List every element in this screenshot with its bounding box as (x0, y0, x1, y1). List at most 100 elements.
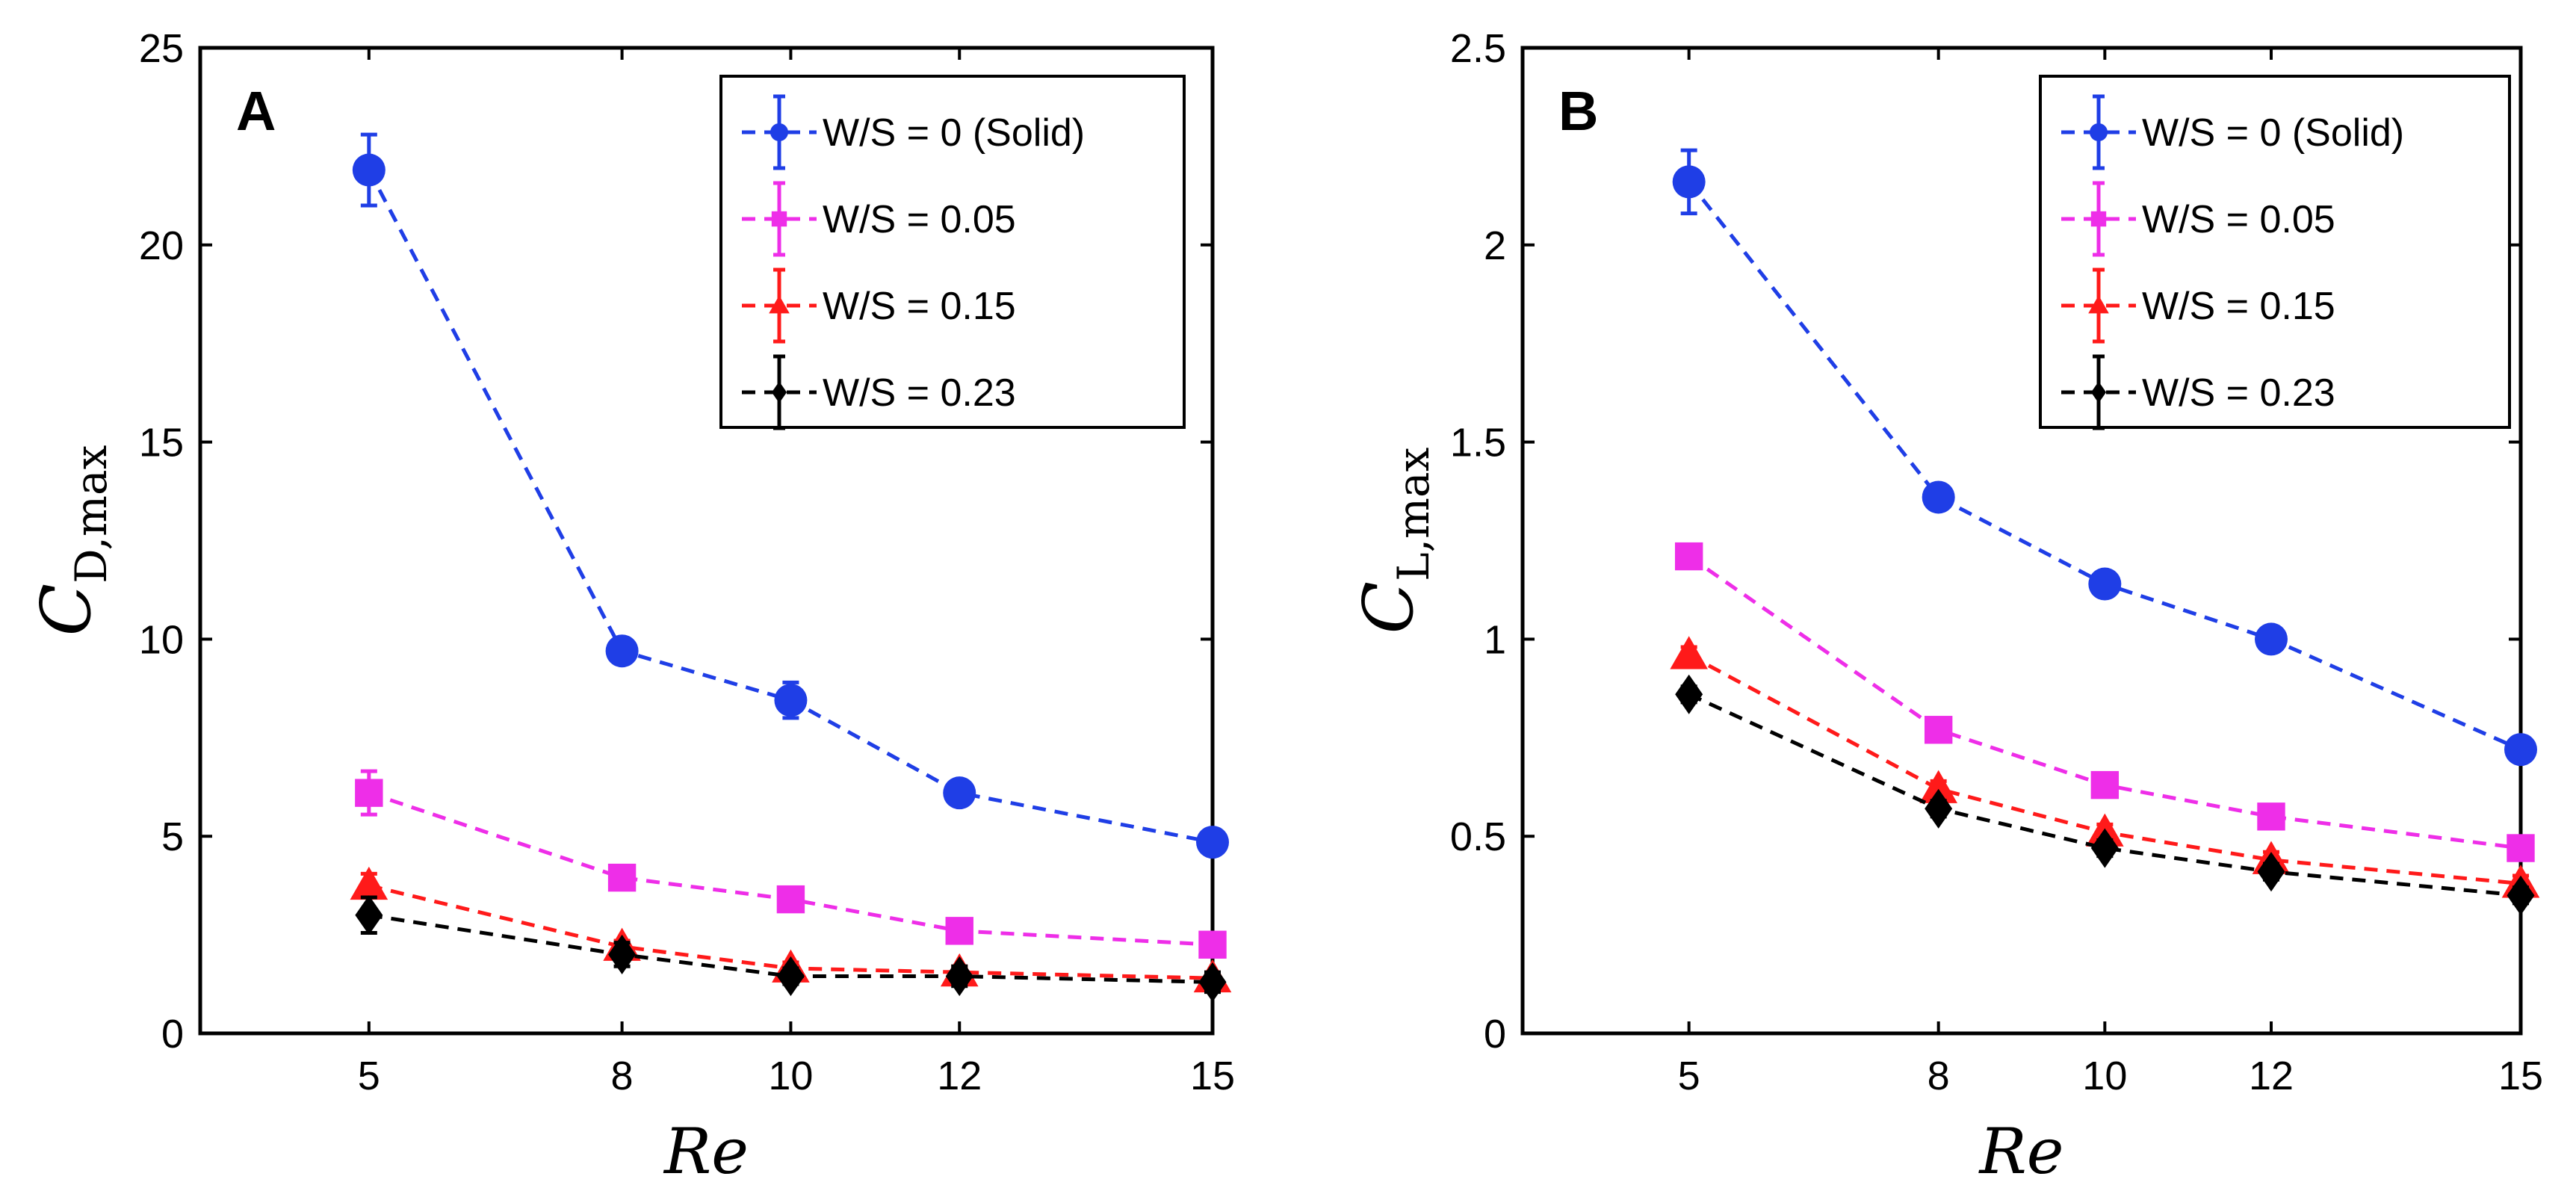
legend-label: W/S = 0.05 (2142, 198, 2335, 241)
series-3 (1675, 674, 2535, 915)
y-axis-title-subscript: D,max (66, 445, 117, 584)
legend-label: W/S = 0.15 (823, 285, 1016, 328)
chart-panel-b: 0 0.5 1 1.5 2 2.5 5 8 10 12 15 Re CL,max B W/S = 0 (So… (1349, 26, 2543, 1188)
data-point-3 (2257, 852, 2285, 892)
data-point-3 (355, 895, 383, 935)
x-tick-label: 15 (1190, 1054, 1235, 1098)
y-tick-label: 20 (139, 223, 184, 268)
y-axis-title: CD,max (26, 445, 117, 637)
data-point-1 (2507, 834, 2535, 862)
data-point-3 (1675, 674, 1703, 714)
legend-label: W/S = 0 (Solid) (2142, 111, 2404, 155)
data-point-0 (1196, 826, 1229, 859)
legend-box (2039, 75, 2511, 429)
series-0 (1672, 148, 2537, 767)
x-tick-label: 8 (1928, 1054, 1950, 1098)
data-point-1 (1674, 542, 1703, 571)
x-tick-label: 5 (1678, 1054, 1700, 1098)
x-tick-label: 10 (2082, 1054, 2127, 1098)
legend-label: W/S = 0.15 (2142, 285, 2335, 328)
legend-marker (2090, 211, 2107, 227)
data-point-1 (2090, 770, 2120, 800)
legend-marker (771, 211, 787, 227)
legend-item-2: W/S = 0.15 (2061, 267, 2335, 344)
panel-label: B (1558, 80, 1598, 142)
data-point-1 (2257, 802, 2285, 831)
legend-marker (2088, 295, 2109, 314)
legend-item-1: W/S = 0.05 (2061, 181, 2335, 257)
x-tick-label: 12 (2249, 1054, 2294, 1098)
data-point-1 (945, 917, 973, 945)
data-point-1 (607, 863, 637, 892)
series-1 (1674, 542, 2535, 862)
legend-marker (770, 123, 788, 141)
data-point-2 (1919, 770, 1957, 803)
plot-frame (1520, 46, 2523, 1036)
legend-item-1: W/S = 0.05 (742, 181, 1016, 257)
legend-item-0: W/S = 0 (Solid) (742, 94, 1085, 170)
y-axis-title-subscript: L,max (1388, 448, 1439, 581)
legend-marker (2090, 381, 2107, 403)
legend-item-0: W/S = 0 (Solid) (2061, 94, 2404, 170)
data-point-1 (776, 885, 805, 914)
legend-item-3: W/S = 0.23 (742, 354, 1016, 430)
data-point-3 (945, 956, 973, 997)
y-tick-label: 0.5 (1450, 814, 1506, 859)
data-point-0 (1672, 165, 1706, 199)
series-line-3 (1688, 692, 2521, 897)
y-axis-title-main: C (1349, 581, 1428, 634)
data-point-0 (2504, 733, 2537, 767)
x-tick-label: 12 (937, 1054, 982, 1098)
data-point-0 (352, 153, 386, 187)
x-tick-label: 15 (2498, 1054, 2543, 1098)
data-point-0 (2088, 567, 2122, 601)
data-point-2 (1670, 636, 1708, 669)
data-point-1 (1198, 930, 1227, 959)
y-tick-label: 2 (1484, 223, 1506, 268)
x-tick-label: 8 (611, 1054, 634, 1098)
x-tick-label: 5 (358, 1054, 380, 1098)
legend-marker (771, 381, 787, 403)
y-axis-title: CL,max (1349, 448, 1439, 634)
y-tick-label: 5 (161, 814, 184, 859)
legend-label: W/S = 0.23 (2142, 371, 2335, 415)
data-point-3 (2507, 875, 2535, 915)
data-point-2 (350, 866, 388, 900)
y-tick-label: 1 (1484, 617, 1506, 662)
legend-marker (2090, 123, 2108, 141)
legend-marker (769, 295, 790, 314)
data-point-3 (776, 956, 805, 997)
y-tick-label: 15 (139, 421, 184, 466)
data-point-0 (605, 634, 639, 668)
data-point-3 (1198, 962, 1227, 1002)
y-tick-label: 0 (161, 1012, 184, 1057)
y-axis-title-main: C (26, 584, 106, 636)
legend-box (719, 75, 1186, 429)
y-tick-label: 2.5 (1450, 26, 1506, 71)
data-point-0 (774, 684, 808, 717)
legend-label: W/S = 0.23 (823, 371, 1016, 415)
chart-panel-a: 0 5 10 15 20 25 5 8 10 12 15 Re CD,max A W/S = 0 (Soli… (26, 26, 1235, 1188)
y-tick-label: 0 (1484, 1012, 1506, 1057)
data-point-3 (608, 934, 637, 975)
series-3 (355, 895, 1227, 1002)
data-point-0 (2255, 622, 2288, 656)
legend-item-3: W/S = 0.23 (2061, 354, 2335, 430)
series-1 (355, 769, 1227, 959)
x-axis-title: Re (663, 1115, 749, 1188)
legend-label: W/S = 0.05 (823, 198, 1016, 241)
y-tick-label: 1.5 (1450, 421, 1506, 466)
panel-label: A (236, 80, 276, 142)
data-point-0 (943, 776, 976, 810)
legend-label: W/S = 0 (Solid) (823, 111, 1085, 155)
series-0 (352, 132, 1229, 859)
plot-frame (198, 46, 1215, 1036)
x-tick-label: 10 (768, 1054, 813, 1098)
data-point-3 (2090, 828, 2119, 868)
data-point-1 (355, 779, 383, 807)
y-tick-label: 25 (139, 26, 184, 71)
legend-item-2: W/S = 0.15 (742, 267, 1016, 344)
y-tick-label: 10 (139, 617, 184, 662)
data-point-0 (1922, 480, 1955, 514)
x-axis-title: Re (1978, 1115, 2064, 1188)
